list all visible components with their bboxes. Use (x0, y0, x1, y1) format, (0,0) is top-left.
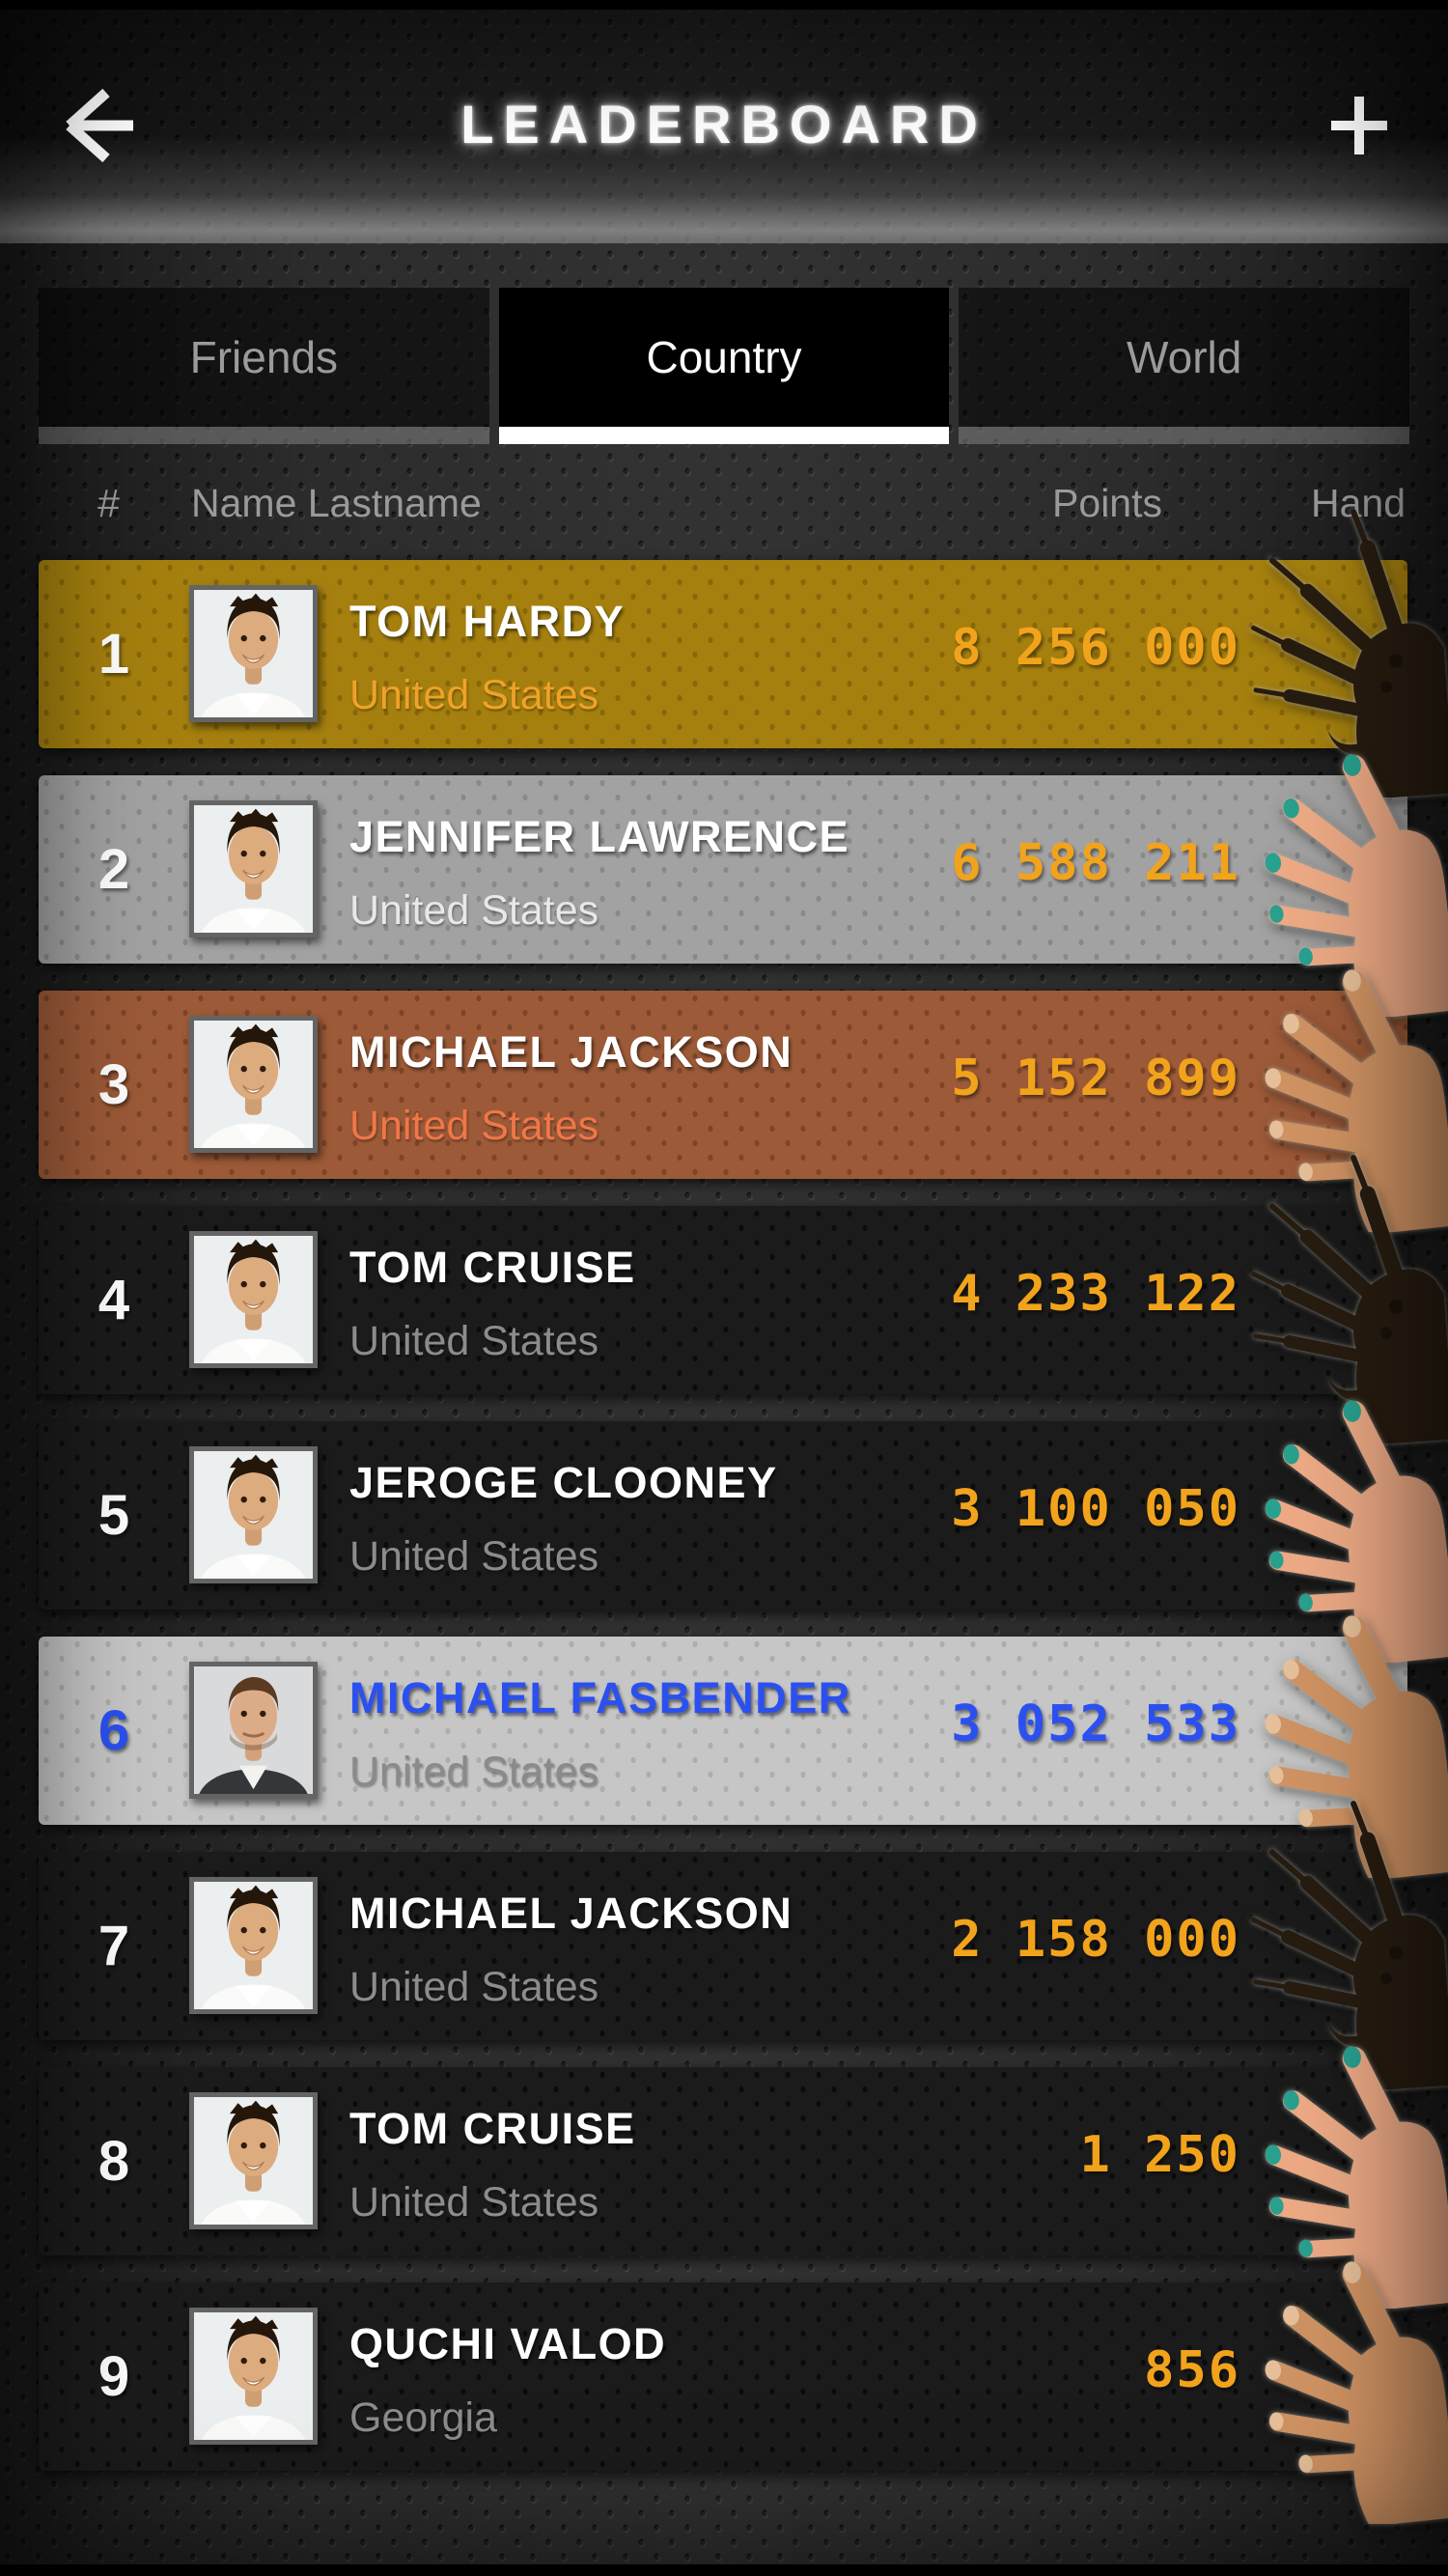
avatar-young-man (189, 800, 318, 938)
points-value: 5 152 899 (951, 1049, 1240, 1107)
rank: 1 (97, 623, 130, 686)
tab-country[interactable]: Country (498, 288, 950, 444)
back-button[interactable] (50, 81, 139, 170)
player-name: TOM HARDY (349, 597, 626, 646)
rank: 4 (97, 1269, 130, 1331)
rank: 5 (97, 1484, 130, 1547)
player-country: United States (349, 1533, 599, 1580)
claw-hand-icon (1249, 496, 1448, 799)
player-country: United States (349, 1964, 599, 2010)
tab-underline (959, 427, 1410, 444)
add-button[interactable] (1319, 85, 1400, 166)
tab-world[interactable]: World (959, 288, 1410, 444)
avatar-young-man (189, 1016, 318, 1153)
rank: 3 (97, 1053, 130, 1116)
avatar-young-man (189, 1231, 318, 1368)
female-hand-icon (1249, 741, 1448, 1020)
player-name: MICHAEL FASBENDER (349, 1673, 851, 1722)
player-country: Georgia (349, 2394, 497, 2441)
rank: 6 (97, 1699, 130, 1762)
avatar-young-man (189, 1877, 318, 2014)
male-hand-icon (1249, 956, 1448, 1235)
rank: 2 (97, 838, 130, 901)
player-name: JEROGE CLOONEY (349, 1458, 778, 1507)
leaderboard-row-6[interactable]: 6 MICHAEL FASBENDER United States 3 052 … (39, 1615, 1448, 1881)
leaderboard-row-3[interactable]: 3 MICHAEL JACKSON United States 5 152 89… (39, 969, 1448, 1235)
column-header-rank: # (97, 481, 120, 525)
player-country: United States (349, 1749, 599, 1795)
player-name: TOM CRUISE (349, 1243, 636, 1292)
female-hand-icon (1249, 1386, 1448, 1666)
points-value: 3 100 050 (951, 1479, 1240, 1538)
female-hand-icon (1249, 2032, 1448, 2311)
male-hand-icon (1249, 1602, 1448, 1881)
tab-friends[interactable]: Friends (39, 288, 489, 444)
male-hand-icon (1249, 2248, 1448, 2527)
leaderboard-row-4[interactable]: 4 TOM CRUISE United States 4 233 122 (39, 1155, 1448, 1445)
player-identity: JEROGE CLOONEY United States (349, 1456, 778, 1582)
column-header-hand: Hand (1310, 481, 1406, 525)
points-value: 4 233 122 (951, 1264, 1240, 1323)
top-edge (0, 0, 1448, 10)
leaderboard-row-5[interactable]: 5 JEROGE CLOONEY United States 3 100 050 (39, 1400, 1448, 1666)
player-identity: QUCHI VALOD Georgia (349, 2317, 666, 2443)
player-identity: MICHAEL JACKSON United States (349, 1887, 793, 2012)
rank: 9 (97, 2345, 130, 2408)
avatar-fassbender (189, 1662, 318, 1799)
table-header: # Name Lastname Points Hand (0, 481, 1448, 529)
points-value: 3 052 533 (951, 1694, 1240, 1753)
leaderboard-list: 1 TOM HARDY United States 8 256 000 2 (39, 509, 1448, 2527)
column-header-points: Points (1052, 481, 1162, 525)
avatar-young-man (189, 2092, 318, 2229)
player-country: United States (349, 1103, 599, 1149)
points-value: 8 256 000 (951, 618, 1240, 677)
player-identity: TOM CRUISE United States (349, 1241, 636, 1366)
avatar-young-man (189, 2308, 318, 2445)
player-name: QUCHI VALOD (349, 2319, 667, 2368)
leaderboard-tabs: Friends Country World (39, 288, 1410, 444)
tab-label: Friends (189, 332, 339, 382)
player-country: United States (349, 2179, 599, 2226)
leaderboard-row-2[interactable]: 2 JENNIFER LAWRENCE United States 6 588 … (39, 754, 1448, 1020)
tab-label: World (1127, 332, 1242, 382)
bottom-edge (0, 2564, 1448, 2576)
avatar-young-man (189, 585, 318, 722)
claw-hand-icon (1249, 1142, 1448, 1445)
player-identity: TOM CRUISE United States (349, 2102, 636, 2227)
leaderboard-row-9[interactable]: 9 QUCHI VALOD Georgia 856 (39, 2261, 1448, 2527)
tab-underline (39, 427, 489, 444)
points-value: 6 588 211 (951, 833, 1240, 892)
player-name: JENNIFER LAWRENCE (349, 812, 850, 861)
tab-underline (498, 427, 950, 444)
avatar-young-man (189, 1446, 318, 1583)
leaderboard-row-1[interactable]: 1 TOM HARDY United States 8 256 000 (39, 509, 1448, 799)
player-identity: MICHAEL JACKSON United States (349, 1025, 793, 1151)
player-name: MICHAEL JACKSON (349, 1027, 794, 1077)
player-identity: MICHAEL FASBENDER United States (349, 1671, 851, 1797)
player-country: United States (349, 672, 599, 718)
player-name: MICHAEL JACKSON (349, 1889, 794, 1938)
claw-hand-icon (1249, 1788, 1448, 2091)
rank: 7 (97, 1915, 130, 1977)
points-value: 2 158 000 (951, 1910, 1240, 1969)
leaderboard-row-8[interactable]: 8 TOM CRUISE United States 1 250 (39, 2046, 1448, 2311)
points-value: 1 250 (1079, 2125, 1240, 2184)
header: LEADERBOARD (0, 0, 1448, 243)
rank: 8 (97, 2130, 130, 2193)
tab-label: Country (646, 332, 802, 382)
page-title: LEADERBOARD (460, 94, 988, 154)
arrow-left-icon (50, 88, 139, 173)
column-header-name: Name Lastname (191, 481, 482, 525)
player-identity: JENNIFER LAWRENCE United States (349, 810, 849, 936)
points-value: 856 (1144, 2340, 1240, 2399)
player-identity: TOM HARDY United States (349, 595, 625, 720)
player-name: TOM CRUISE (349, 2104, 636, 2153)
plus-icon (1319, 97, 1400, 169)
player-country: United States (349, 887, 599, 934)
leaderboard-row-7[interactable]: 7 MICHAEL JACKSON United States 2 158 00… (39, 1801, 1448, 2091)
player-country: United States (349, 1318, 599, 1364)
